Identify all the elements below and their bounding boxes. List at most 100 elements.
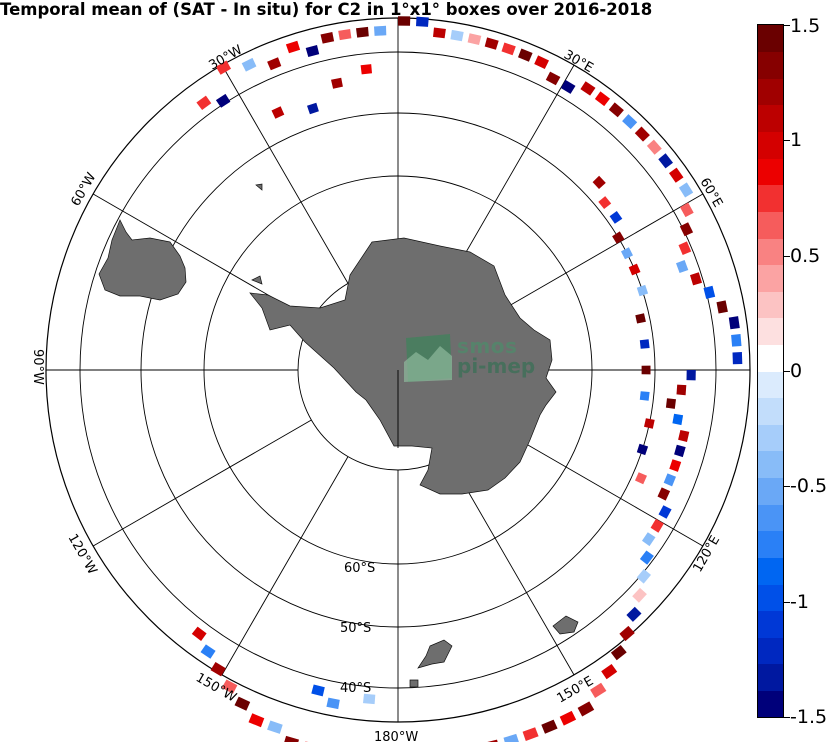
colorbar-tick-label: -0.5: [790, 475, 827, 498]
data-cell: [580, 81, 596, 96]
colorbar-tick-label: -1.5: [790, 706, 827, 728]
colorbar-segment: [758, 131, 783, 159]
lon-label-90w: 90°W: [30, 349, 45, 385]
colorbar-segment: [758, 184, 783, 212]
antarctica-landmass: [249, 237, 557, 495]
island-small-2: [255, 183, 263, 191]
data-cell: [680, 202, 694, 218]
data-cell: [501, 42, 516, 56]
data-cell: [284, 735, 299, 742]
data-cell: [267, 720, 283, 734]
data-cell: [267, 57, 282, 71]
data-cell: [450, 29, 464, 42]
data-cell: [210, 662, 226, 677]
meridian-line: [484, 193, 704, 321]
colorbar-tick: [784, 255, 790, 257]
data-cell: [642, 532, 656, 547]
lon-label-150e: 150°E: [555, 674, 597, 707]
data-cell: [635, 313, 646, 324]
data-cell: [271, 106, 285, 119]
data-cell: [676, 260, 689, 273]
data-cell: [609, 211, 623, 224]
meridian-line: [447, 64, 575, 284]
lat-label-50s: 50°S: [340, 621, 371, 636]
meridian-line: [221, 456, 349, 676]
data-cell: [703, 285, 716, 299]
data-cell: [690, 272, 702, 286]
colorbar-segment: [758, 158, 783, 186]
logo-text-pimep: pi-mep: [457, 354, 536, 378]
colorbar-segment: [758, 504, 783, 532]
colorbar-segment: [758, 317, 783, 345]
data-cell: [626, 606, 642, 622]
data-cell: [608, 102, 624, 118]
lon-label-120e: 120°E: [690, 533, 723, 575]
data-cell: [678, 241, 692, 255]
lat-label-60s: 60°S: [344, 561, 375, 576]
landmasses: [98, 183, 579, 688]
data-cell: [307, 102, 319, 115]
data-cell: [416, 16, 429, 27]
colorbar-segment: [758, 450, 783, 479]
data-cell: [326, 697, 340, 710]
data-cell: [646, 139, 662, 155]
data-cell: [598, 196, 612, 209]
data-cell: [356, 26, 369, 38]
lon-label-180w: 180°W: [374, 730, 418, 742]
colorbar-tick: [784, 717, 790, 718]
data-cell: [644, 418, 655, 429]
data-cell: [534, 55, 549, 69]
colorbar-segment: [758, 264, 783, 292]
colorbar-segment: [758, 291, 783, 319]
data-cell: [635, 472, 647, 485]
colorbar-segment: [758, 51, 783, 79]
data-cell: [610, 645, 627, 661]
lon-label-60e: 60°E: [697, 176, 726, 211]
data-cell: [503, 733, 519, 742]
lon-label-30e: 30°E: [561, 47, 596, 76]
data-cell: [639, 339, 650, 349]
data-cell: [577, 701, 595, 717]
meridian-line: [221, 64, 349, 284]
data-cell: [467, 33, 482, 45]
meridian-line: [92, 419, 312, 547]
data-cell: [672, 413, 684, 426]
data-cell: [191, 626, 207, 641]
data-cell: [634, 126, 650, 142]
data-cell: [732, 352, 743, 365]
data-cell: [663, 473, 676, 487]
data-cell: [636, 284, 649, 297]
colorbar-segment: [758, 397, 783, 425]
colorbar-tick-label: 1: [790, 129, 803, 152]
lon-label-120w: 120°W: [65, 532, 100, 578]
data-cell: [545, 71, 561, 86]
data-cell: [658, 153, 673, 169]
data-cell: [679, 222, 694, 237]
data-cell: [628, 263, 641, 276]
australia-landmass: [552, 615, 579, 635]
data-cell: [559, 710, 577, 726]
south-america-landmass: [98, 219, 187, 301]
data-cell: [592, 175, 606, 189]
data-cell: [678, 430, 690, 442]
colorbar-segment: [758, 371, 783, 399]
logo-text-smos: smos: [457, 334, 518, 358]
data-cell: [518, 48, 533, 62]
data-cell: [674, 444, 686, 458]
data-cell: [657, 487, 671, 501]
colorbar-segment: [758, 637, 783, 665]
data-cell: [398, 16, 411, 26]
data-cell: [433, 27, 446, 39]
data-cell: [658, 505, 672, 519]
colorbar-tick: [784, 486, 790, 488]
chart-title: Temporal mean of (SAT - In situ) for C2 …: [0, 0, 653, 19]
colorbar-segment: [758, 663, 783, 691]
data-cell: [331, 77, 343, 89]
colorbar-segment: [758, 25, 783, 53]
data-cell: [305, 45, 320, 57]
data-cell: [196, 95, 212, 110]
data-cells: [191, 16, 743, 742]
colorbar-tick: [784, 25, 790, 26]
data-cell: [221, 679, 238, 694]
data-cell: [650, 518, 664, 533]
